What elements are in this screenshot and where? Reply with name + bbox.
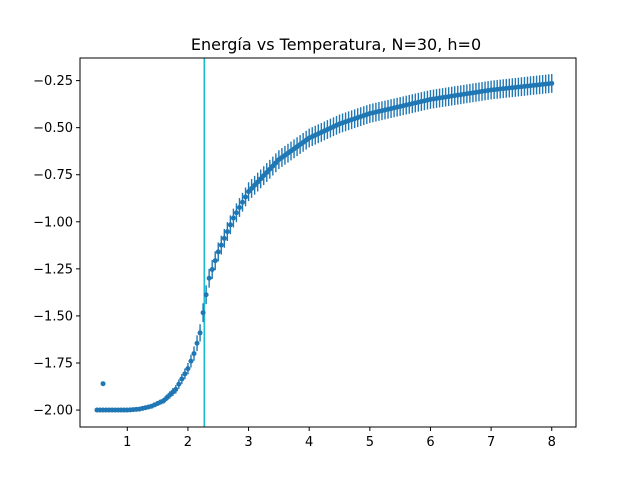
data-point	[176, 381, 182, 387]
x-tick-label: 7	[487, 435, 495, 450]
data-point	[200, 310, 206, 316]
x-tick-label: 2	[184, 435, 192, 450]
data-point	[224, 229, 230, 235]
data-point	[240, 199, 246, 205]
data-point	[212, 258, 218, 264]
data-point-outlier	[100, 381, 106, 387]
data-point	[549, 80, 555, 86]
data-point	[203, 292, 209, 298]
y-tick-label: −0.50	[33, 121, 73, 136]
chart-title: Energía vs Temperatura, N=30, h=0	[191, 35, 481, 54]
data-point	[270, 163, 276, 169]
x-tick-label: 1	[123, 435, 131, 450]
y-tick-label: −0.25	[33, 74, 73, 89]
data-point	[230, 215, 236, 221]
data-point	[191, 351, 197, 357]
axes-group: 1 2 3 4 5 6 7 8 −2.00 −1.75 −1.50 −1.25 −1.00 −0.75 −0…	[33, 57, 577, 450]
data-point	[173, 386, 179, 392]
x-tick-label: 4	[305, 435, 313, 450]
data-point	[218, 242, 224, 248]
data-point	[233, 210, 239, 216]
x-tick-label: 8	[548, 435, 556, 450]
y-tick-label: −0.75	[33, 168, 73, 183]
data-point	[243, 194, 249, 200]
data-point	[255, 179, 261, 185]
data-point	[209, 266, 215, 272]
data-point	[206, 275, 212, 281]
data-point	[252, 182, 258, 188]
data-point	[221, 235, 227, 241]
data-point	[249, 185, 255, 191]
x-tick-label: 3	[244, 435, 252, 450]
data-point	[236, 204, 242, 210]
data-point	[215, 249, 221, 255]
y-tick-label: −1.25	[33, 262, 73, 277]
data-point	[182, 371, 188, 377]
data-point	[246, 189, 252, 195]
data-point	[227, 222, 233, 228]
y-tick-label: −1.00	[33, 215, 73, 230]
y-tick-label: −2.00	[33, 404, 73, 419]
data-point	[267, 166, 273, 172]
data-point	[185, 366, 191, 372]
plot-frame	[79, 57, 577, 428]
x-tick-label: 6	[426, 435, 434, 450]
data-point	[197, 330, 203, 336]
data-point	[194, 340, 200, 346]
data-point	[264, 169, 270, 175]
data-point	[179, 376, 185, 382]
y-tick-label: −1.50	[33, 309, 73, 324]
data-point	[273, 160, 279, 166]
data-point	[261, 173, 267, 179]
data-point	[258, 176, 264, 182]
x-tick-label: 5	[366, 435, 374, 450]
y-tick-label: −1.75	[33, 356, 73, 371]
data-point	[188, 358, 194, 364]
